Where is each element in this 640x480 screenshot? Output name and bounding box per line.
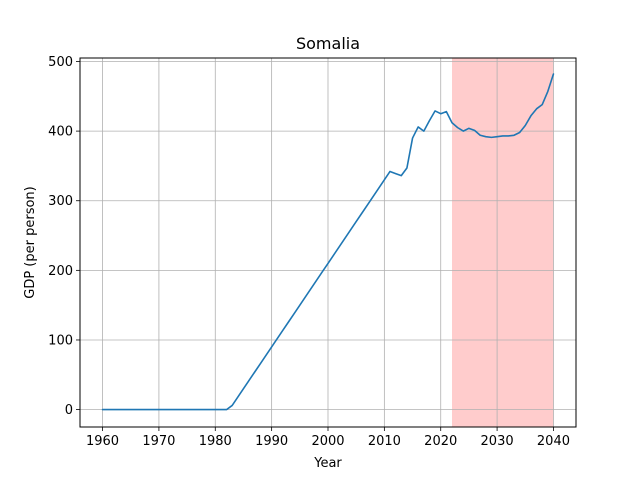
chart-title: Somalia (296, 34, 360, 53)
x-tick-label: 2030 (481, 434, 514, 449)
y-tick-label: 0 (65, 403, 73, 418)
series-layer (101, 73, 555, 411)
x-tick-label: 1980 (199, 434, 232, 449)
y-tick-label: 500 (48, 55, 73, 70)
x-tick-label: 2000 (311, 434, 344, 449)
forecast-highlight-layer (452, 58, 554, 427)
grid-layer (80, 58, 576, 427)
forecast-highlight-band (452, 58, 554, 427)
gdp-series-line (101, 73, 555, 411)
y-tick-label: 300 (48, 194, 73, 209)
x-tick-label: 2010 (368, 434, 401, 449)
y-axis-label: GDP (per person) (23, 186, 38, 299)
x-tick-label: 1960 (86, 434, 119, 449)
y-tick-label: 400 (48, 125, 73, 140)
x-axis-label: Year (313, 456, 342, 471)
x-tick-label: 2040 (537, 434, 570, 449)
y-tick-label: 200 (48, 264, 73, 279)
tick-layer: 1960 1970 1980 1990 2000 2010 2020 2030 2040 0 100… (48, 55, 570, 449)
y-tick-label: 100 (48, 333, 73, 348)
x-tick-label: 2020 (424, 434, 457, 449)
x-tick-label: 1990 (255, 434, 288, 449)
x-tick-label: 1970 (142, 434, 175, 449)
